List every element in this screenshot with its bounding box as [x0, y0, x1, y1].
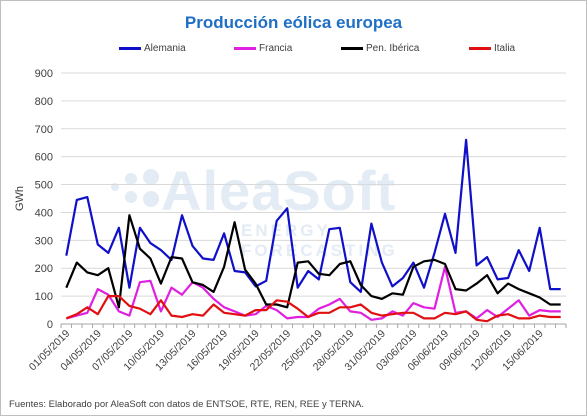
y-tick-label: 500 — [35, 180, 53, 192]
legend-label-italia: Italia — [494, 43, 516, 54]
legend-swatch-alemania — [119, 47, 141, 50]
legend-item-alemania: Alemania — [119, 43, 186, 54]
chart-footer: Fuentes: Elaborado por AleaSoft con dato… — [9, 399, 365, 410]
series-line-pen-ib-rica — [65, 214, 561, 309]
line-chart: 0100200300400500600700800900GWh01/05/201… — [14, 68, 567, 373]
y-tick-label: 700 — [35, 124, 53, 136]
legend-label-francia: Francia — [259, 43, 293, 54]
y-tick-label: 400 — [35, 207, 53, 219]
legend-item-italia: Italia — [469, 43, 515, 54]
legend-item-francia: Francia — [234, 43, 292, 54]
y-tick-label: 600 — [35, 152, 53, 164]
y-axis-label: GWh — [14, 186, 26, 211]
legend-swatch-italia — [469, 47, 491, 50]
y-tick-label: 200 — [35, 263, 53, 275]
series-line-italia — [65, 295, 561, 323]
series-line-francia — [66, 265, 561, 321]
y-tick-label: 300 — [35, 235, 53, 247]
legend-item-pen-iberica: Pen. Ibérica — [341, 43, 419, 54]
y-tick-label: 0 — [47, 319, 53, 331]
legend-label-alemania: Alemania — [144, 43, 186, 54]
legend-swatch-francia — [234, 47, 256, 50]
y-tick-label: 900 — [35, 68, 53, 80]
chart-title: Producción eólica europea — [184, 13, 403, 32]
legend-label-pen-iberica: Pen. Ibérica — [366, 43, 420, 54]
legend-swatch-pen-iberica — [341, 47, 363, 50]
y-tick-label: 100 — [35, 291, 53, 303]
series-line-alemania — [65, 138, 561, 293]
chart-legend: Alemania Francia Pen. Ibérica Italia — [1, 43, 586, 59]
y-tick-label: 800 — [35, 96, 53, 108]
